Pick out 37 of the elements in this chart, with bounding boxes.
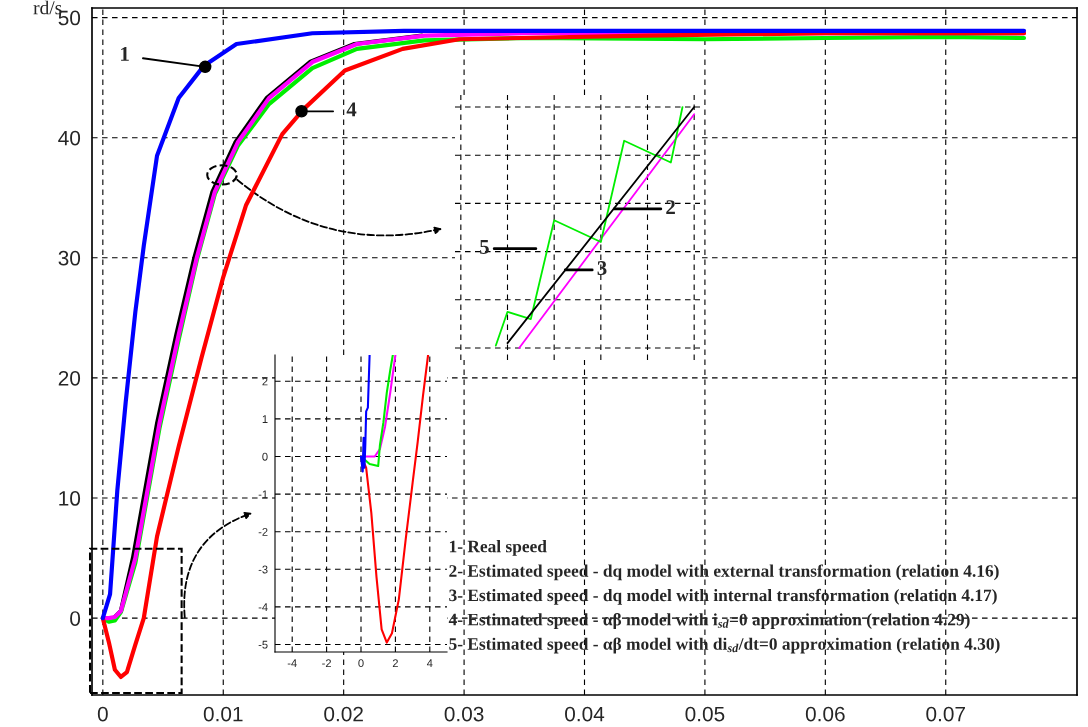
x-tick-label: 0.06 <box>805 706 845 722</box>
x-tick-label: 0.02 <box>324 706 363 722</box>
x-tick-label: 0.03 <box>444 706 484 722</box>
x-tick-label: 2 <box>392 659 398 667</box>
y-tick-label: 1 <box>262 415 268 423</box>
annotation: 1 <box>121 47 129 61</box>
y-tick-label: 20 <box>58 370 81 386</box>
x-tick-label: 0.04 <box>565 706 605 722</box>
x-tick-label: -2 <box>322 659 331 667</box>
annotation: 2- Estimated speed - dq model with external transformation (relation 4.16) <box>449 564 999 581</box>
x-tick-label: 0 <box>358 659 364 668</box>
y-tick-label: 40 <box>58 130 81 146</box>
y-tick-label: 0 <box>262 452 268 461</box>
annotation: 5 <box>480 240 489 254</box>
y-tick-label: 2 <box>262 377 268 386</box>
y-tick-label: 10 <box>59 491 81 506</box>
annotation: 1- Real speed <box>449 540 547 556</box>
annotation: 4 <box>346 102 357 117</box>
x-tick-label: 4 <box>426 659 433 667</box>
y-tick-label: -5 <box>258 640 268 649</box>
y-tick-label: -2 <box>258 527 268 536</box>
x-tick-label: -4 <box>287 659 297 667</box>
annotation: 3 <box>597 261 607 276</box>
x-tick-label: 0 <box>97 706 108 722</box>
x-tick-label: 0.01 <box>203 706 243 722</box>
y-tick-label: 30 <box>58 250 81 266</box>
y-tick-label: -1 <box>258 490 268 499</box>
y-tick-label: -3 <box>258 565 268 574</box>
x-tick-label: 0.07 <box>926 706 965 722</box>
annotation: 4- Estimated speed - αβ model with i$_{sd}$=0 approximation (relation 4.29) <box>448 613 970 629</box>
y-tick-label: -4 <box>258 603 268 611</box>
x-tick-label: 0.05 <box>685 706 725 722</box>
annotation: 2 <box>666 200 675 214</box>
line-series <box>359 355 371 473</box>
annotation: 5- Estimated speed - αβ model with di$_{sd}$/dt=0 approximation (relation 4.30) <box>449 637 1000 654</box>
y-tick-label: 0 <box>70 611 81 626</box>
annotation: 3- Estimated speed - dq model with internal transformation (relation 4.17) <box>449 588 997 605</box>
